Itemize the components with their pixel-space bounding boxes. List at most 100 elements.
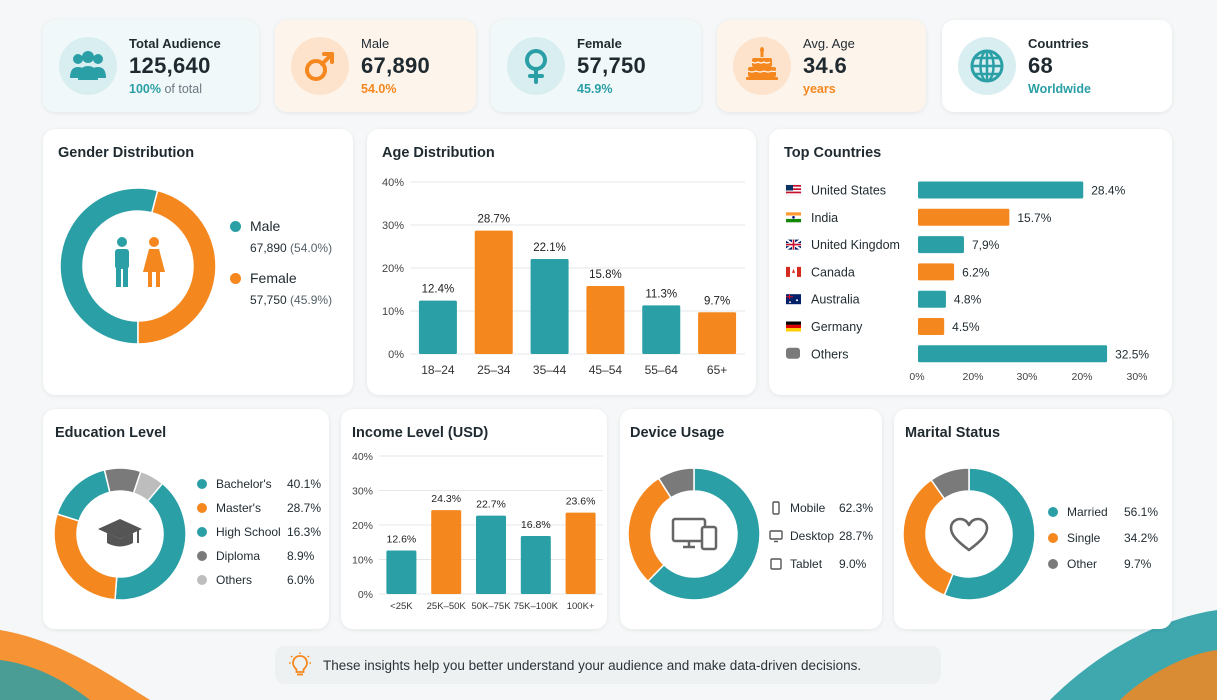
card-title: Age Distribution xyxy=(382,145,495,161)
age-y-tick: 10% xyxy=(382,306,404,318)
top-countries-card: Top Countries United States 28.4% India 15.… xyxy=(769,129,1172,395)
education-legend-label: Others xyxy=(216,573,253,587)
marital-legend-label: Other xyxy=(1067,557,1098,571)
tablet-icon xyxy=(770,558,782,570)
graduation-cap-icon xyxy=(98,519,142,547)
income-data-label: 22.7% xyxy=(476,499,506,511)
age-y-tick: 0% xyxy=(388,349,404,361)
device-legend-label: Desktop xyxy=(790,529,835,543)
country-bar xyxy=(918,263,955,281)
country-data-label: 4.8% xyxy=(954,293,982,307)
globe-icon xyxy=(958,37,1016,95)
stat-card-avg-age: Avg. Age 34.6 years xyxy=(717,20,926,112)
marital-legend-item: Other xyxy=(1048,557,1097,571)
income-y-tick: 20% xyxy=(352,520,373,532)
age-bar xyxy=(698,312,737,354)
device-legend-label: Mobile xyxy=(790,501,826,515)
country-x-tick: 20% xyxy=(1071,371,1092,383)
education-legend-value: 28.7% xyxy=(287,501,322,515)
education-legend-label: Diploma xyxy=(216,549,261,563)
education-level-card: Education Level Bachelor's 40.1% Master's 2… xyxy=(43,409,329,629)
education-legend-value: 8.9% xyxy=(287,549,315,563)
device-donut-chart xyxy=(627,467,761,601)
country-data-label: 6.2% xyxy=(962,265,990,279)
legend-female: Female xyxy=(230,270,297,286)
country-bar xyxy=(918,290,946,308)
age-data-label: 12.4% xyxy=(422,284,455,296)
income-level-card: Income Level (USD) 0% 10% 20% 30% 40% 12.6% <2… xyxy=(341,409,607,629)
australia-flag-icon xyxy=(786,294,801,305)
card-title: Top Countries xyxy=(784,145,882,161)
audience-icon xyxy=(59,37,117,95)
age-bar-chart: 0% 10% 20% 30% 40% 12.4% 18–24 28.7% 25–34 22.1% 3… xyxy=(382,177,745,377)
legend-value: 57,750 xyxy=(250,293,287,307)
stat-label: Avg. Age xyxy=(803,36,855,51)
education-legend-value: 6.0% xyxy=(287,573,315,587)
income-data-label: 23.6% xyxy=(566,496,596,508)
legend-female-value: 57,750 (45.9%) xyxy=(250,293,332,307)
stat-value: 57,750 xyxy=(577,53,647,78)
age-x-tick: 25–34 xyxy=(477,363,511,377)
marital-legend-value: 56.1% xyxy=(1124,505,1159,519)
stat-value: 67,890 xyxy=(361,53,431,78)
legend-pct: (54.0%) xyxy=(290,241,333,255)
income-bar-chart: 0% 10% 20% 30% 40% 12.6% <25K 24.3% 25K–50K 22.7%… xyxy=(352,451,603,612)
heart-icon xyxy=(949,517,989,552)
country-data-label: 4.5% xyxy=(952,320,980,334)
age-data-label: 22.1% xyxy=(533,242,566,254)
age-x-tick: 45–54 xyxy=(589,363,623,377)
gender-slice xyxy=(59,187,159,345)
people-icon xyxy=(115,237,165,287)
age-distribution-card: Age Distribution 0% 10% 20% 30% 40% 12.4% 18–2… xyxy=(367,129,756,395)
age-x-tick: 65+ xyxy=(707,363,727,377)
age-x-tick: 18–24 xyxy=(421,363,455,377)
legend-dot-female xyxy=(230,272,241,284)
male-symbol-icon xyxy=(291,37,349,95)
country-label: United Kingdom xyxy=(811,238,900,252)
stat-label: Female xyxy=(577,36,622,51)
device-legend-item: Tablet xyxy=(769,557,822,571)
income-x-tick: 75K–100K xyxy=(514,601,559,612)
device-legend-value: 28.7% xyxy=(839,529,874,543)
device-legend-value: 62.3% xyxy=(839,501,874,515)
stat-label: Countries xyxy=(1028,36,1089,51)
marital-legend-dot xyxy=(1048,533,1058,543)
income-bar xyxy=(565,512,596,594)
education-legend-dot xyxy=(197,575,207,585)
education-donut-chart xyxy=(53,467,187,601)
country-data-label: 7,9% xyxy=(972,238,1000,252)
india-flag-icon xyxy=(786,212,801,223)
germany-flag-icon xyxy=(786,321,801,332)
income-x-tick: 100K+ xyxy=(567,601,595,612)
income-data-label: 16.8% xyxy=(521,519,551,531)
education-legend-label: Bachelor's xyxy=(216,477,272,491)
age-bar xyxy=(418,300,457,354)
legend-male: Male xyxy=(230,218,280,234)
country-bar xyxy=(918,236,964,254)
others-icon xyxy=(786,347,800,359)
stat-card-female: Female 57,750 45.9% xyxy=(491,20,701,112)
country-bar xyxy=(918,345,1108,363)
age-data-label: 15.8% xyxy=(589,269,622,281)
marital-donut-chart xyxy=(902,467,1036,601)
stat-card-male: Male 67,890 54.0% xyxy=(275,20,476,112)
countries-bar-chart: United States 28.4% India 15.7% United Kingd… xyxy=(785,181,1149,383)
country-label: Canada xyxy=(811,265,855,279)
age-y-tick: 20% xyxy=(382,263,404,275)
age-data-label: 11.3% xyxy=(645,288,677,300)
country-label: India xyxy=(811,211,838,225)
stat-sub-highlight: 100% xyxy=(129,82,161,96)
marital-legend-value: 34.2% xyxy=(1124,531,1159,545)
income-x-tick: 50K–75K xyxy=(471,601,511,612)
education-legend-dot xyxy=(197,527,207,537)
age-bar xyxy=(642,305,681,354)
cake-icon xyxy=(733,37,791,95)
income-data-label: 12.6% xyxy=(387,534,417,546)
legend-male-value: 67,890 (54.0%) xyxy=(250,241,332,255)
stat-sub-highlight: years xyxy=(803,82,836,96)
education-legend-item: High School xyxy=(197,525,281,539)
income-bar xyxy=(431,510,462,594)
stat-value: 34.6 xyxy=(803,53,848,78)
income-x-tick: <25K xyxy=(390,601,413,612)
